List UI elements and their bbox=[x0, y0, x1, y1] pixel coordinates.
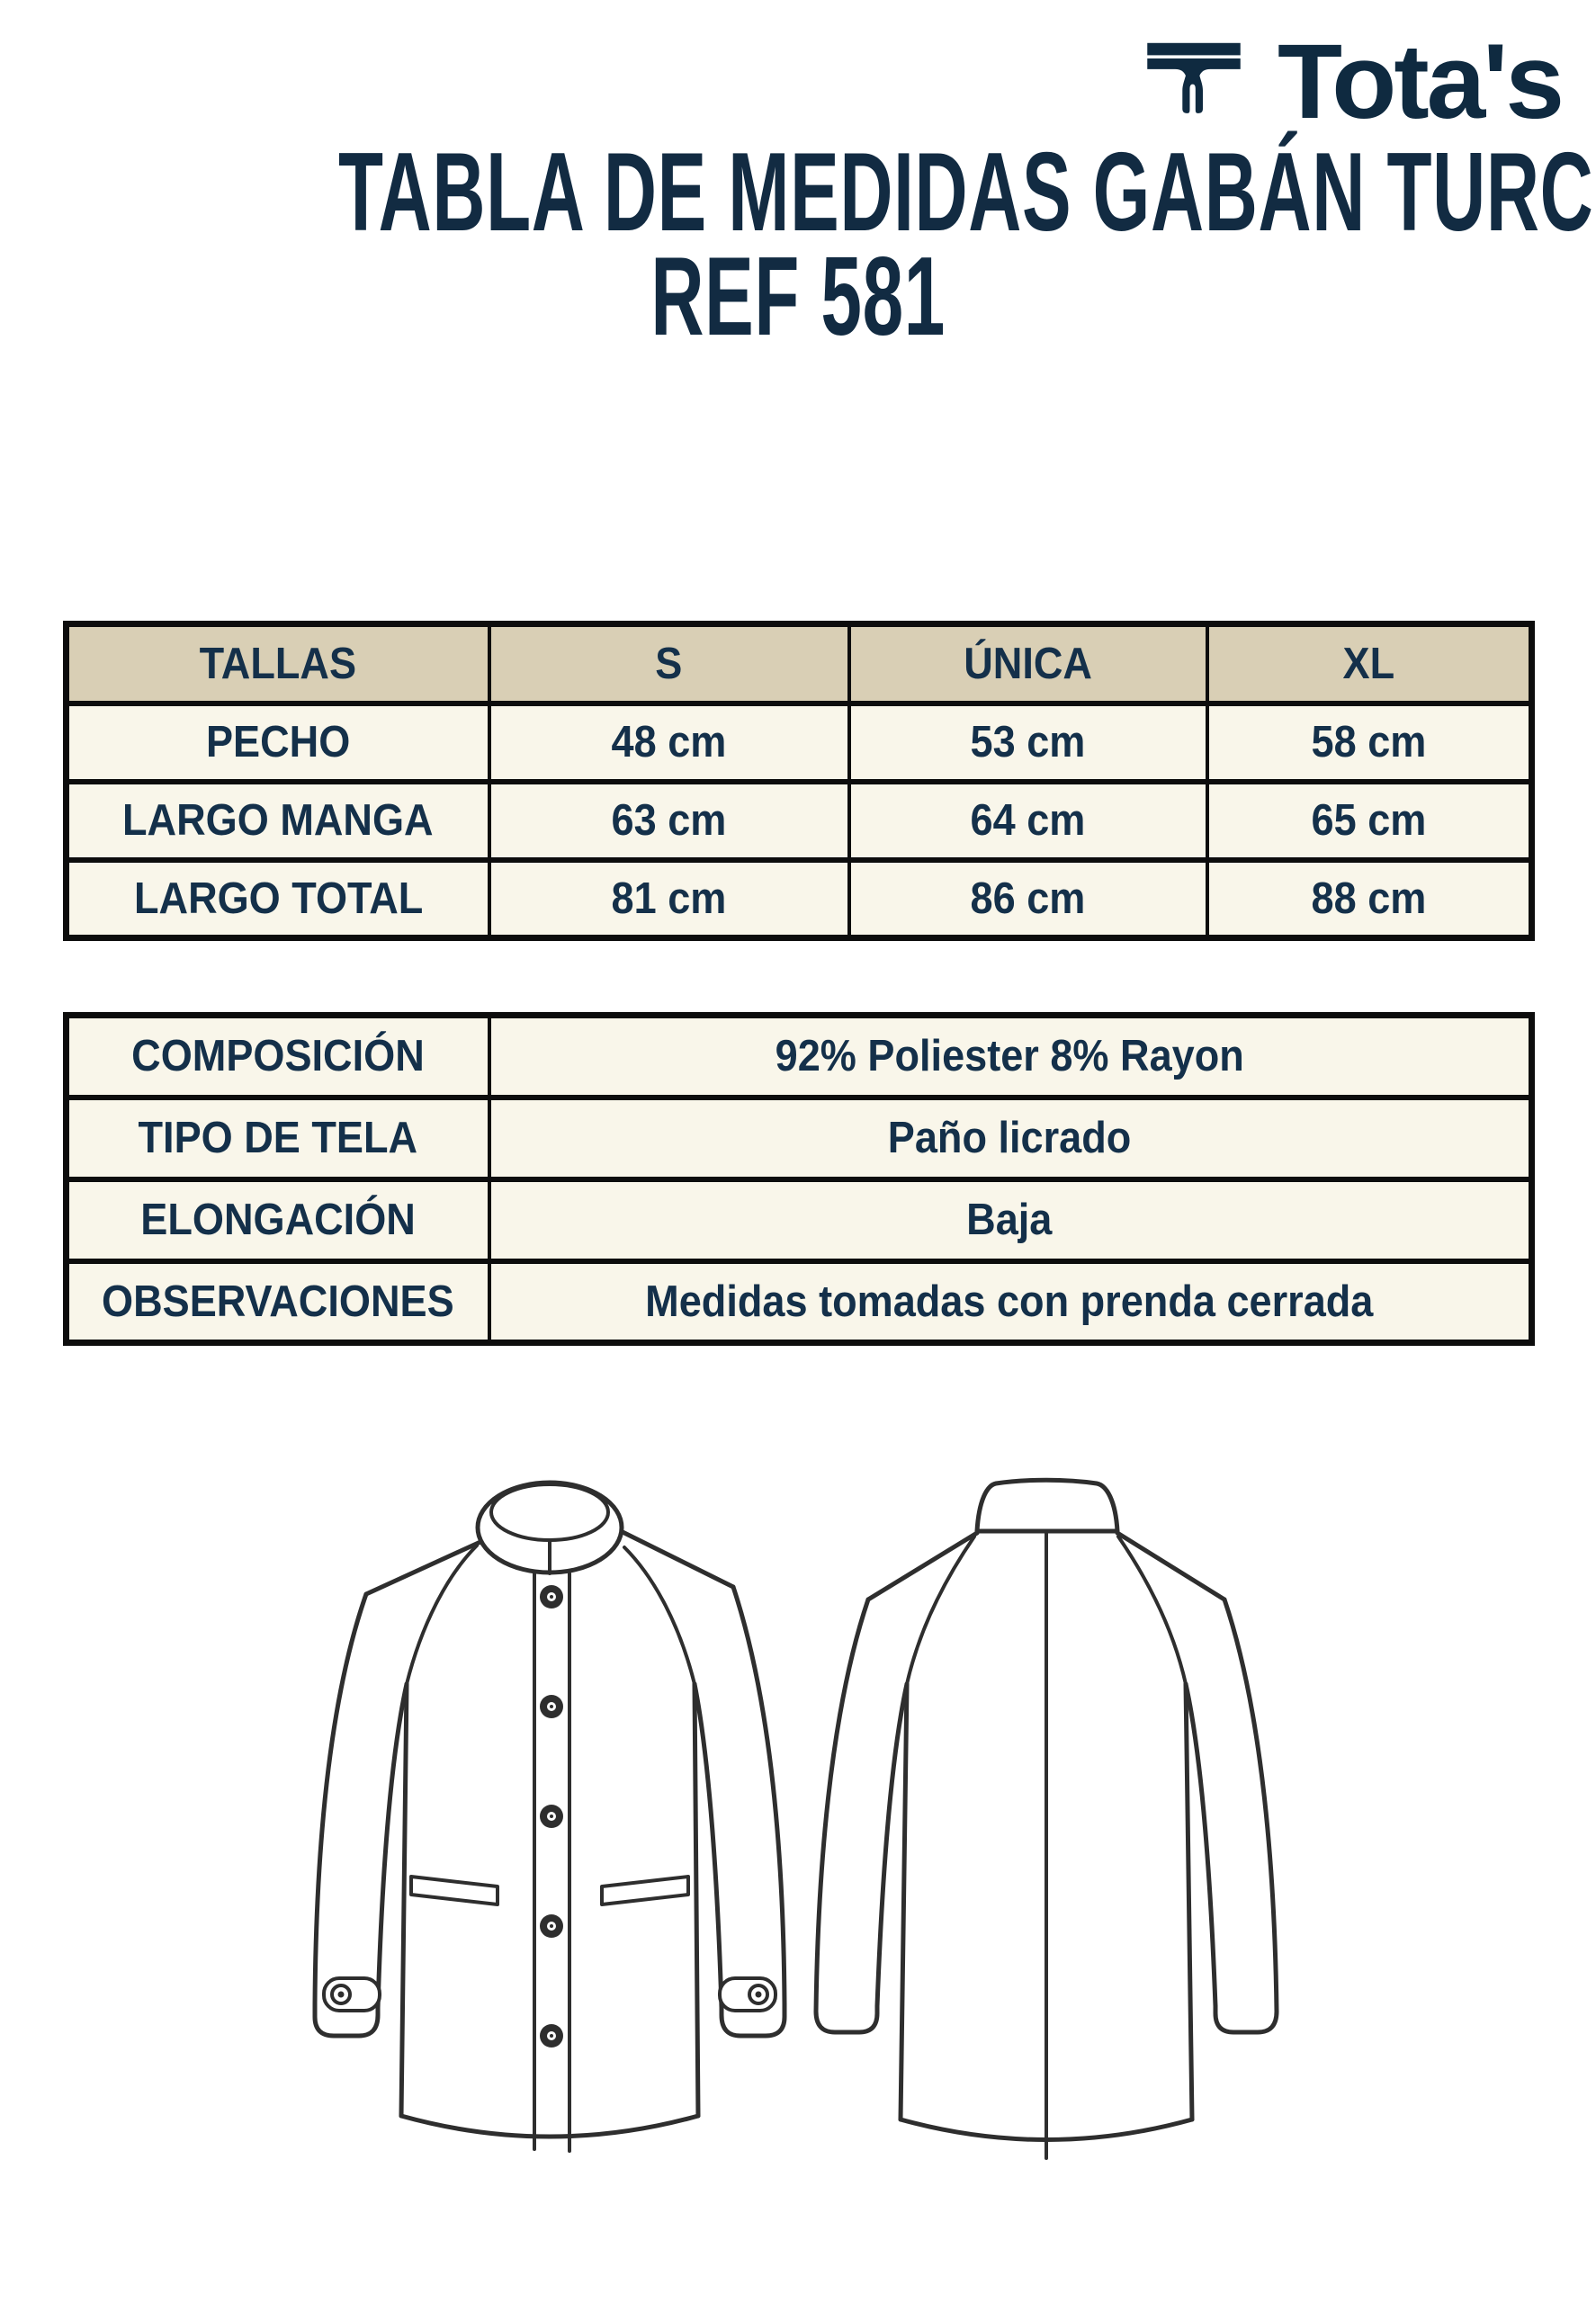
value-cell: 48 cm bbox=[487, 700, 851, 784]
value-cell: 58 cm bbox=[1205, 700, 1534, 784]
coat-front-illustration bbox=[312, 1480, 787, 2153]
sleeve-tabs bbox=[322, 1976, 777, 2012]
value-cell: 81 cm bbox=[487, 856, 851, 941]
brand-t-icon bbox=[1147, 42, 1241, 113]
front-collar bbox=[475, 1480, 624, 1575]
size-table-header-tallas: TALLAS bbox=[64, 621, 491, 706]
row-label: TIPO DE TELA bbox=[64, 1094, 491, 1182]
value-cell: 64 cm bbox=[847, 778, 1209, 863]
page-title-line1: TABLA DE MEDIDAS GABÁN TURCO bbox=[337, 130, 1596, 255]
back-collar bbox=[974, 1477, 1120, 1534]
row-label: OBSERVACIONES bbox=[64, 1258, 491, 1346]
row-label: ELONGACIÓN bbox=[64, 1176, 491, 1264]
size-table: TALLAS S ÚNICA XL PECHO 48 cm 53 cm 58 c… bbox=[63, 621, 1535, 941]
value-cell: 63 cm bbox=[487, 778, 851, 863]
size-table-row-largo-total: LARGO TOTAL 81 cm 86 cm 88 cm bbox=[64, 856, 1534, 941]
spec-row-composicion: COMPOSICIÓN 92% Poliester 8% Rayon bbox=[64, 1012, 1534, 1100]
row-label: LARGO MANGA bbox=[64, 778, 491, 863]
row-label: COMPOSICIÓN bbox=[64, 1012, 491, 1100]
value-cell: 92% Poliester 8% Rayon bbox=[487, 1012, 1534, 1100]
spec-row-elongacion: ELONGACIÓN Baja bbox=[64, 1176, 1534, 1264]
size-table-header-unica: ÚNICA bbox=[847, 621, 1209, 706]
value-cell: 65 cm bbox=[1205, 778, 1534, 863]
size-table-row-pecho: PECHO 48 cm 53 cm 58 cm bbox=[64, 700, 1534, 784]
size-table-header-row: TALLAS S ÚNICA XL bbox=[64, 621, 1534, 706]
coat-back-illustration bbox=[813, 1477, 1279, 2160]
brand-logo: Tota's bbox=[1141, 22, 1565, 141]
size-table-header-s: S bbox=[487, 621, 851, 706]
spec-row-tipo-de-tela: TIPO DE TELA Paño licrado bbox=[64, 1094, 1534, 1182]
row-label: PECHO bbox=[64, 700, 491, 784]
value-cell: 88 cm bbox=[1205, 856, 1534, 941]
value-cell: Baja bbox=[487, 1176, 1534, 1264]
value-cell: 53 cm bbox=[847, 700, 1209, 784]
value-cell: Medidas tomadas con prenda cerrada bbox=[487, 1258, 1534, 1346]
front-pockets bbox=[409, 1875, 690, 1906]
size-table-row-largo-manga: LARGO MANGA 63 cm 64 cm 65 cm bbox=[64, 778, 1534, 863]
brand-name: Tota's bbox=[1277, 22, 1565, 141]
spec-table: COMPOSICIÓN 92% Poliester 8% Rayon TIPO … bbox=[63, 1012, 1535, 1346]
page-title-line2: REF 581 bbox=[650, 235, 946, 359]
value-cell: Paño licrado bbox=[487, 1094, 1534, 1182]
value-cell: 86 cm bbox=[847, 856, 1209, 941]
size-table-header-xl: XL bbox=[1205, 621, 1534, 706]
spec-row-observaciones: OBSERVACIONES Medidas tomadas con prenda… bbox=[64, 1258, 1534, 1346]
row-label: LARGO TOTAL bbox=[64, 856, 491, 941]
front-buttons bbox=[540, 1585, 563, 2048]
front-placket bbox=[533, 1572, 571, 2153]
